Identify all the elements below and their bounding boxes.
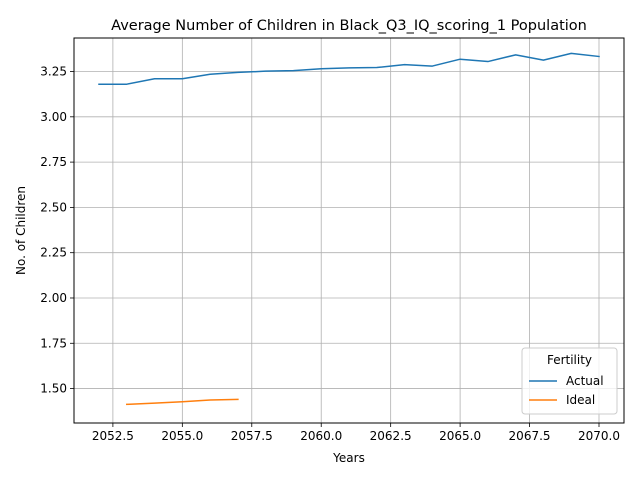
- y-tick-label: 2.50: [40, 200, 67, 214]
- x-tick-label: 2055.0: [161, 429, 203, 443]
- x-axis-label: Years: [332, 451, 365, 465]
- axis-ticks: 2052.5 2055.0 2057.5 2060.0 2062.5 2065.0 2067…: [40, 65, 620, 443]
- x-tick-label: 2067.5: [509, 429, 551, 443]
- legend-box: [521, 347, 618, 415]
- x-tick-label: 2057.5: [231, 429, 273, 443]
- series-line-ideal: [125, 398, 239, 406]
- y-tick-label: 3.25: [40, 65, 67, 79]
- legend-label-actual: Actual: [566, 374, 604, 388]
- y-tick-label: 2.25: [40, 246, 67, 260]
- y-tick-label: 1.50: [40, 382, 67, 396]
- legend: Fertility Actual Ideal: [521, 347, 618, 415]
- y-tick-label: 2.75: [40, 155, 67, 169]
- legend-title: Fertility: [547, 353, 592, 367]
- series-line-actual: [98, 52, 600, 85]
- y-axis-label: No. of Children: [14, 186, 28, 275]
- plot-frame: [73, 37, 625, 424]
- x-tick-label: 2052.5: [92, 429, 134, 443]
- x-tick-label: 2060.0: [300, 429, 342, 443]
- y-tick-label: 3.00: [40, 110, 67, 124]
- y-tick-label: 2.00: [40, 291, 67, 305]
- y-tick-label: 1.75: [40, 336, 67, 350]
- grid-lines: [74, 38, 624, 423]
- legend-label-ideal: Ideal: [566, 393, 595, 407]
- x-tick-label: 2062.5: [370, 429, 412, 443]
- x-tick-label: 2070.0: [578, 429, 620, 443]
- x-tick-label: 2065.0: [439, 429, 481, 443]
- chart-title: Average Number of Children in Black_Q3_I…: [111, 18, 587, 34]
- series-lines: [98, 52, 600, 406]
